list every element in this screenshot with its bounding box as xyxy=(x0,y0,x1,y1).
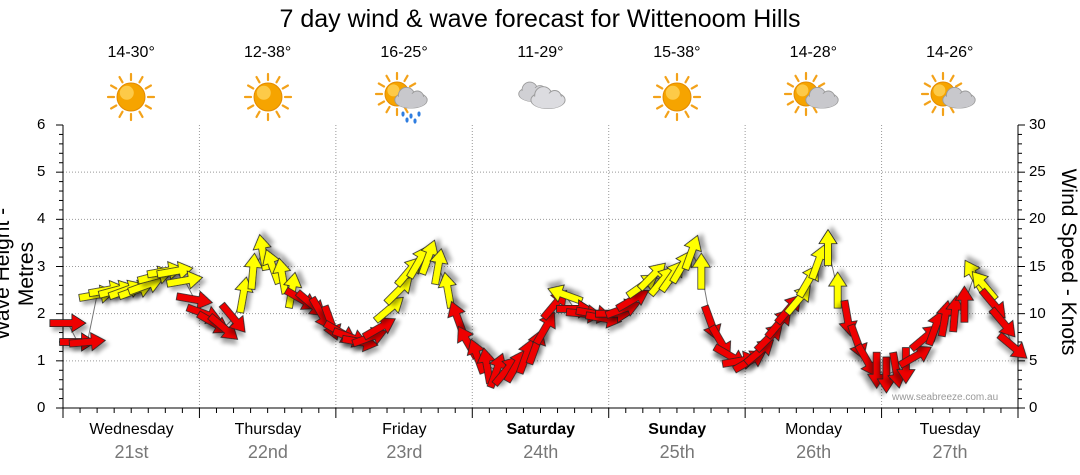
y-right-tick-label: 0 xyxy=(1029,399,1038,416)
temperature-range: 11-29° xyxy=(517,44,564,61)
day-date-label: 21st xyxy=(114,442,149,462)
grid-lines xyxy=(63,125,1018,408)
wind-arrow xyxy=(954,285,975,323)
cloud-icon xyxy=(517,81,566,110)
day-name-label: Tuesday xyxy=(919,421,981,438)
wind-arrow xyxy=(691,252,712,290)
temperature-range: 14-30° xyxy=(107,44,155,61)
wind-arrow xyxy=(361,317,396,341)
day-date-label: 26th xyxy=(796,442,832,462)
y-right-tick-label: 30 xyxy=(1029,116,1046,133)
wind-arrow xyxy=(175,290,214,310)
wind-arrow xyxy=(243,252,264,290)
chart-title: 7 day wind & wave forecast for Wittenoom… xyxy=(279,5,801,33)
y-left-tick-label: 4 xyxy=(37,210,46,228)
y-right-tick-label: 5 xyxy=(1029,351,1038,369)
wind-arrow xyxy=(547,284,584,305)
sun-cloud-icon xyxy=(920,71,976,117)
day-name-label: Sunday xyxy=(648,421,707,438)
wind-arrow xyxy=(166,270,204,290)
wind-arrow xyxy=(49,313,87,333)
wind-arrow xyxy=(988,306,1016,338)
wind-arrow xyxy=(418,239,439,276)
wind-arrow xyxy=(156,260,194,281)
y-axis-left-label: Wave Height - Metres xyxy=(0,208,38,341)
temperature-range: 15-38° xyxy=(653,44,701,61)
wind-arrow xyxy=(945,295,965,333)
wind-arrow xyxy=(218,301,246,333)
sun-icon xyxy=(243,72,292,122)
axes xyxy=(56,124,1025,418)
wind-arrow xyxy=(429,248,449,286)
day-name-label: Friday xyxy=(382,421,427,438)
y-right-tick-label: 10 xyxy=(1029,304,1046,322)
y-left-tick-label: 6 xyxy=(37,116,46,133)
wind-arrow xyxy=(971,271,999,303)
sun-rain-icon xyxy=(374,71,428,124)
wind-arrow xyxy=(532,311,556,346)
y-left-tick-label: 1 xyxy=(37,351,46,369)
y-right-tick-label: 15 xyxy=(1029,257,1046,275)
wind-arrow xyxy=(996,331,1028,359)
sun-cloud-icon xyxy=(784,71,839,117)
day-date-label: 22nd xyxy=(247,442,288,462)
sun-icon xyxy=(107,72,156,122)
day-date-label: 25th xyxy=(659,442,695,462)
day-name-label: Thursday xyxy=(234,421,302,438)
watermark: www.seabreeze.com.au xyxy=(892,392,999,403)
wind-arrow xyxy=(681,234,702,271)
temperature-range: 14-26° xyxy=(926,44,974,61)
day-name-label: Monday xyxy=(785,421,843,438)
wind-arrow xyxy=(818,228,838,267)
temperature-range: 14-28° xyxy=(789,44,837,61)
day-date-label: 27th xyxy=(932,442,968,462)
day-date-label: 23rd xyxy=(386,442,423,462)
y-left-tick-label: 3 xyxy=(37,257,46,275)
wind-arrow xyxy=(897,345,932,369)
wind-arrows xyxy=(49,228,1028,394)
y-right-tick-label: 25 xyxy=(1029,163,1046,181)
temperature-range: 16-25° xyxy=(380,44,428,61)
temperature-range: 12-38° xyxy=(243,44,292,61)
y-left-tick-label: 0 xyxy=(37,399,46,416)
day-name-label: Wednesday xyxy=(89,421,174,438)
y-left-tick-label: 2 xyxy=(37,304,46,322)
sun-icon xyxy=(652,72,702,122)
y-axis-right-label: Wind Speed - Knots xyxy=(1057,168,1080,356)
y-left-tick-label: 5 xyxy=(37,163,46,181)
y-right-tick-label: 20 xyxy=(1029,210,1046,228)
day-date-label: 24th xyxy=(523,442,559,462)
wind-arrow xyxy=(68,331,107,352)
day-name-label: Saturday xyxy=(506,421,576,438)
